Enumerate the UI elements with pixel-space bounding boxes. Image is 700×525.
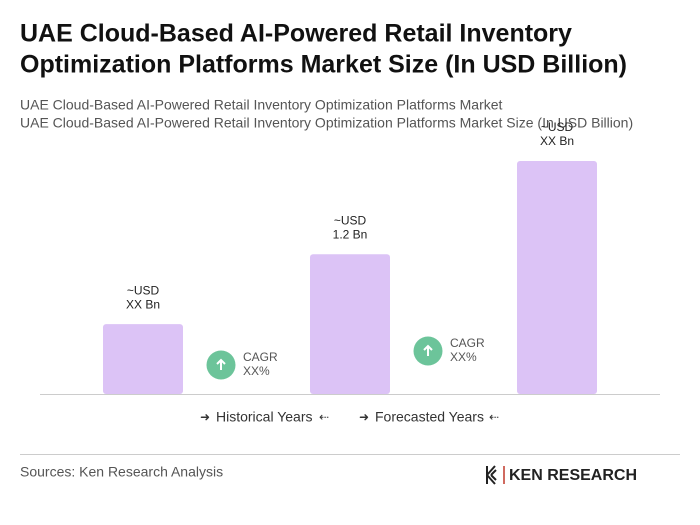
bar [517,161,597,394]
cagr-label: CAGR [243,350,278,364]
bar [103,324,183,394]
legend-arrow: ⇠ [489,410,499,424]
bar [310,254,390,394]
value-label: 1.2 Bn [333,227,368,241]
legend-label: Forecasted Years [375,409,484,425]
cagr-value: XX% [450,350,477,364]
subtitle: UAE Cloud-Based AI-Powered Retail Invent… [20,97,503,113]
legend-arrow: ➜ [359,410,369,424]
legend-arrow: ➜ [200,410,210,424]
value-label: XX Bn [540,134,574,148]
cagr-arrow [216,358,226,370]
legend-arrow: ⇠ [319,410,329,424]
logo: KEN RESEARCH [486,465,637,485]
value-label: ~USD [541,120,574,134]
cagr-label: CAGR [450,336,485,350]
source: Sources: Ken Research Analysis [20,464,223,480]
value-label: ~USD [127,283,160,297]
legend-label: Historical Years [216,409,313,425]
value-label: XX Bn [126,297,160,311]
chart-title: UAE Cloud-Based AI-Powered Retail Invent… [20,20,572,48]
value-label: ~USD [334,213,367,227]
cagr-arrow [423,344,433,356]
logo-text: KEN RESEARCH [509,467,637,484]
subtitle: UAE Cloud-Based AI-Powered Retail Invent… [20,115,633,131]
cagr-value: XX% [243,364,270,378]
chart-title: Optimization Platforms Market Size (In U… [20,51,627,79]
logo-icon [486,465,497,485]
